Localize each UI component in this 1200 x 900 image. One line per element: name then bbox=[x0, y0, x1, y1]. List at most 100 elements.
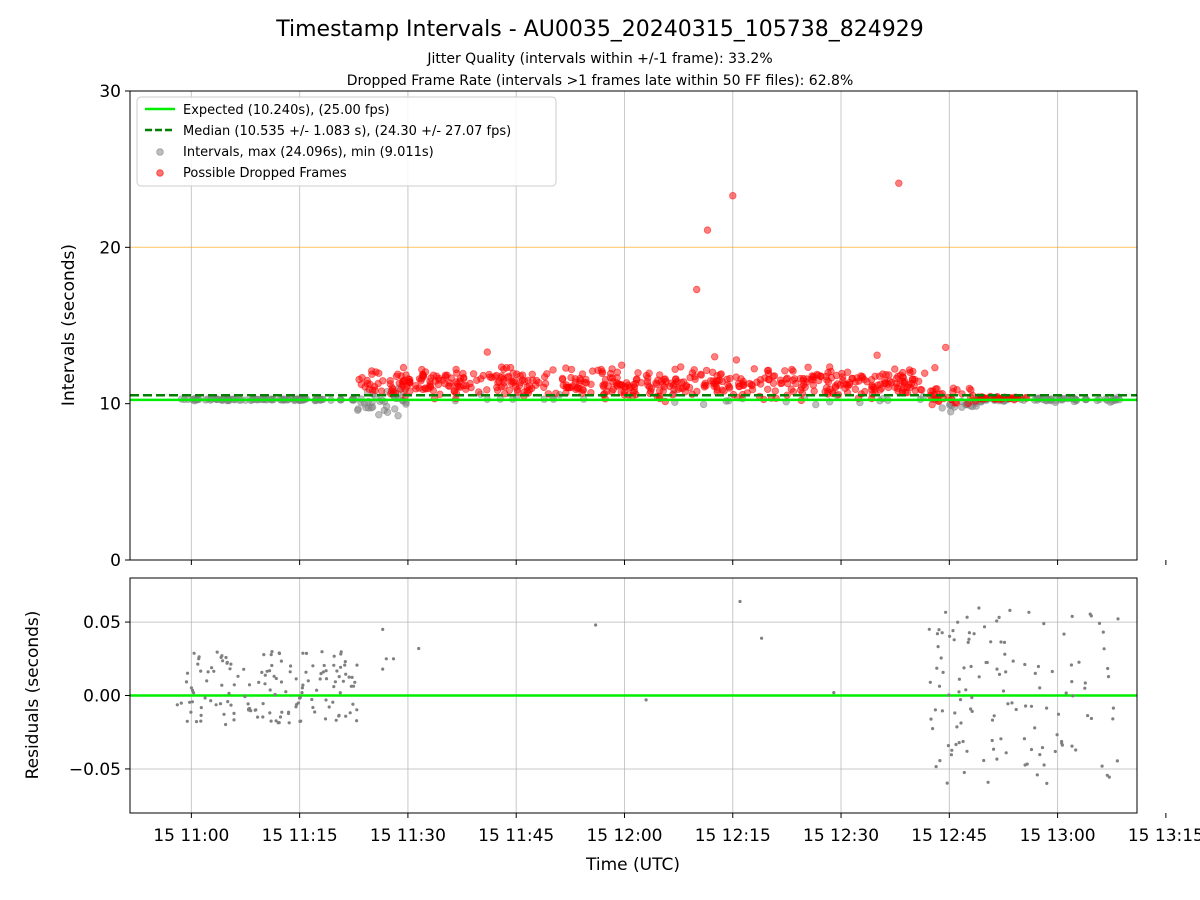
residual-point bbox=[287, 710, 291, 714]
residual-point bbox=[338, 691, 342, 695]
dropped-frame-point bbox=[916, 385, 925, 394]
residual-point bbox=[301, 651, 305, 655]
residual-point bbox=[1083, 681, 1087, 685]
dropped-frame-point bbox=[505, 386, 514, 394]
interval-point bbox=[699, 400, 708, 409]
dropped-frame-point bbox=[853, 374, 861, 382]
residual-point bbox=[984, 660, 988, 665]
dropped-frame-point bbox=[434, 380, 442, 389]
residual-point bbox=[289, 664, 293, 668]
dropped-frame-point bbox=[851, 385, 860, 393]
residual-point bbox=[970, 709, 974, 714]
residual-point bbox=[332, 663, 336, 667]
dropped-frame-point bbox=[518, 371, 527, 379]
residual-point bbox=[1097, 621, 1102, 626]
residual-point bbox=[1053, 749, 1057, 754]
residual-point bbox=[294, 677, 298, 681]
dropped-frame-point bbox=[462, 382, 470, 390]
top-points bbox=[177, 179, 1124, 420]
dropped-frame-point bbox=[891, 383, 899, 391]
residual-point bbox=[189, 686, 193, 690]
dropped-frame-point bbox=[656, 371, 664, 379]
residual-point bbox=[304, 670, 308, 674]
residual-point bbox=[1038, 753, 1042, 757]
dropped-frame-point bbox=[815, 376, 823, 385]
dropped-frame-point bbox=[618, 361, 626, 369]
residual-point bbox=[301, 683, 305, 687]
residual-point bbox=[1029, 747, 1034, 752]
residual-point bbox=[222, 712, 226, 716]
interval-point bbox=[391, 405, 399, 413]
top-y-tick-label: 20 bbox=[99, 238, 121, 258]
residual-point bbox=[1011, 659, 1015, 663]
residual-point bbox=[221, 659, 225, 663]
dropped-frame-point bbox=[841, 384, 849, 392]
residual-point bbox=[343, 663, 347, 667]
residual-point bbox=[986, 780, 990, 784]
residual-point bbox=[1056, 712, 1061, 716]
top-frame bbox=[129, 90, 1138, 561]
residual-point bbox=[1086, 714, 1090, 718]
dropped-frame-point bbox=[514, 388, 522, 396]
residual-point bbox=[299, 719, 303, 723]
residual-point bbox=[1089, 614, 1093, 618]
dropped-frame-point bbox=[509, 369, 517, 377]
residual-point bbox=[995, 667, 999, 671]
dropped-frame-point bbox=[732, 356, 741, 364]
residual-point bbox=[928, 680, 932, 684]
residual-point bbox=[332, 654, 336, 658]
top-y-tick-label: 10 bbox=[99, 395, 121, 415]
residual-point bbox=[210, 666, 214, 670]
residual-point bbox=[934, 765, 938, 769]
residual-point bbox=[199, 719, 203, 723]
residual-point bbox=[343, 660, 347, 664]
residual-point bbox=[1040, 746, 1045, 750]
residual-point bbox=[391, 657, 396, 661]
residual-point bbox=[1077, 660, 1081, 664]
top-y-axis-label: Intervals (seconds) bbox=[59, 244, 79, 406]
residual-point bbox=[990, 718, 995, 722]
residual-point bbox=[324, 669, 328, 673]
residual-point bbox=[257, 680, 261, 685]
residual-point bbox=[227, 691, 231, 695]
dropped-frame-point bbox=[452, 365, 460, 374]
dropped-frame-point bbox=[894, 372, 902, 381]
residual-point bbox=[322, 663, 326, 668]
residual-point bbox=[954, 742, 958, 747]
residual-point bbox=[335, 669, 339, 673]
dropped-frame-point bbox=[358, 374, 366, 382]
residual-point bbox=[1022, 737, 1026, 741]
residual-point bbox=[927, 627, 931, 631]
dropped-frame-point bbox=[576, 374, 584, 383]
dropped-frame-point bbox=[394, 370, 402, 378]
residual-point bbox=[931, 727, 935, 731]
dropped-frame-point bbox=[588, 367, 597, 375]
residual-point bbox=[1074, 748, 1078, 752]
residual-point bbox=[205, 679, 209, 683]
dropped-frame-point bbox=[644, 381, 652, 389]
residual-point bbox=[990, 738, 994, 743]
dropped-frame-point bbox=[540, 383, 548, 391]
residual-point bbox=[188, 700, 192, 704]
dropped-frame-point bbox=[604, 382, 612, 390]
dropped-frame-point bbox=[399, 363, 408, 372]
residual-point bbox=[962, 666, 966, 670]
residual-point bbox=[997, 672, 1002, 677]
residual-point bbox=[999, 640, 1003, 644]
residual-point bbox=[384, 657, 388, 661]
residual-point bbox=[1014, 707, 1018, 712]
residual-point bbox=[949, 753, 954, 757]
residual-point bbox=[215, 650, 219, 654]
dropped-frame-point bbox=[776, 376, 785, 384]
dropped-frame-point bbox=[726, 374, 734, 383]
dropped-frame-point bbox=[483, 386, 491, 394]
dropped-frame-point bbox=[702, 366, 711, 375]
legend-dropped-swatch bbox=[156, 169, 164, 177]
residual-point bbox=[341, 679, 345, 683]
residual-point bbox=[350, 675, 354, 680]
dropped-frame-point bbox=[406, 375, 414, 384]
residual-point bbox=[214, 703, 218, 707]
residual-point bbox=[199, 706, 203, 710]
residual-point bbox=[995, 757, 999, 761]
residual-point bbox=[417, 646, 421, 651]
